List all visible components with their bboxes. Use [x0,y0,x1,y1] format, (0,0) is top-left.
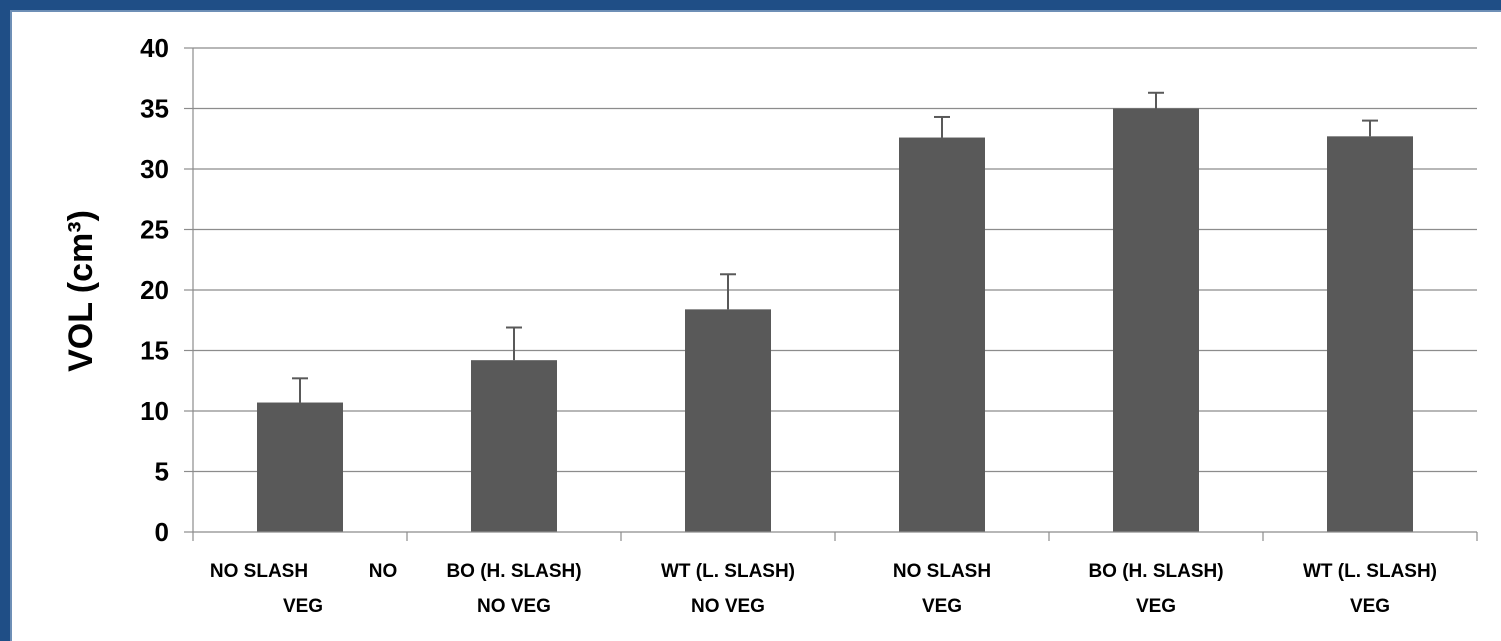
x-category-label: BO (H. SLASH) [1088,561,1223,582]
gridlines [193,47,1477,473]
x-category-label: VEG [922,596,962,617]
y-axis-title: VOL (cm³) [62,210,100,372]
bars [257,108,1413,533]
x-category-label: NO VEG [691,596,765,617]
x-category-label: NO VEG [477,596,551,617]
x-label-no: NO [369,561,398,582]
x-category-labels: NO SLASH VEG BO (H. SLASH) NO VEG WT (L. SLA… [210,561,1437,617]
y-tick-label: 15 [140,336,169,366]
y-tick-label: 40 [140,33,169,63]
bar [1327,136,1413,532]
bar [685,309,771,532]
x-category-label: VEG [1350,596,1390,617]
y-tick-label: 10 [140,396,169,426]
x-category-label: WT (L. SLASH) [1303,561,1437,582]
bar [471,360,557,532]
x-category-label: VEG [283,596,323,617]
y-tick-label: 35 [140,94,169,124]
y-tick-labels: 0 5 10 15 20 25 30 35 40 [140,33,169,547]
bar [899,137,985,533]
error-bars [292,91,1378,403]
x-category-label: NO SLASH [210,561,308,582]
y-tick-label: 5 [155,457,169,487]
x-category-label: VEG [1136,596,1176,617]
x-category-label: NO SLASH [893,561,991,582]
bar [1113,108,1199,532]
x-category-label: WT (L. SLASH) [661,561,795,582]
y-tick-label: 30 [140,154,169,184]
x-category-label: BO (H. SLASH) [446,561,581,582]
y-tick-label: 25 [140,215,169,245]
axes [184,47,1478,541]
y-tick-label: 20 [140,275,169,305]
y-tick-label: 0 [155,517,169,547]
bar [257,402,343,532]
